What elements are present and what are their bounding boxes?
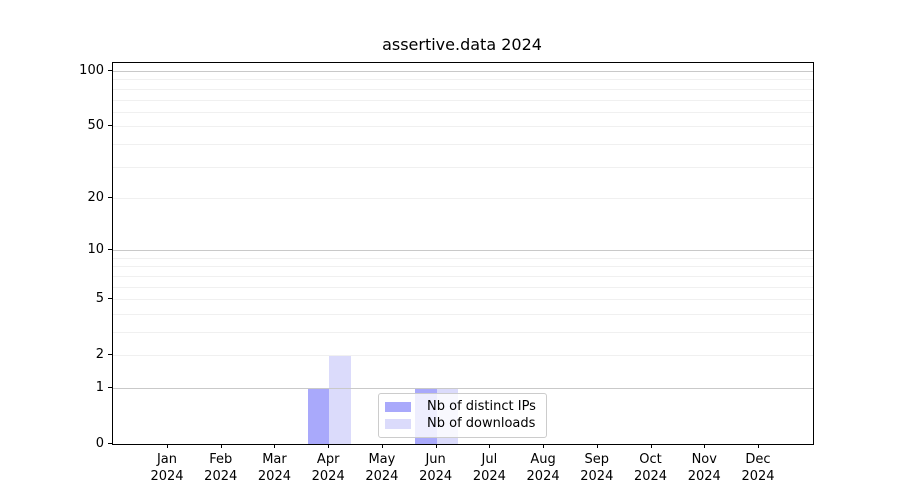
gridline-minor-8: [113, 266, 813, 268]
x-tick-label-dec: Dec 2024: [741, 452, 775, 484]
gridline-minor-70: [113, 99, 813, 101]
x-tick-jun: [435, 444, 437, 448]
bar-nb-of-downloads-apr: [329, 355, 351, 444]
gridline-minor-9: [113, 257, 813, 259]
legend-item-distinct-ips: Nb of distinct IPs: [385, 399, 538, 415]
x-tick-jan: [167, 444, 168, 448]
gridline-minor-90: [113, 79, 813, 81]
legend-swatch-distinct-ips: [385, 402, 411, 412]
gridline-minor-40: [113, 143, 813, 145]
gridline-minor-2: [113, 355, 813, 357]
gridline-major-1: [113, 387, 813, 389]
y-tick-label-1: 1: [95, 379, 104, 395]
gridline-minor-4: [113, 313, 813, 315]
gridline-minor-3: [113, 331, 813, 333]
x-tick-label-mar: Mar 2024: [257, 452, 291, 484]
gridline-major-100: [113, 71, 813, 73]
x-tick-apr: [328, 444, 330, 448]
x-tick-dec: [757, 444, 759, 448]
x-tick-mar: [274, 444, 276, 448]
x-tick-sep: [596, 444, 598, 448]
gridline-minor-50: [113, 126, 813, 128]
y-tick-label-0: 0: [95, 436, 104, 451]
x-tick-label-sep: Sep 2024: [580, 452, 614, 484]
legend-label-downloads: Nb of downloads: [427, 416, 536, 431]
legend-item-downloads: Nb of downloads: [385, 416, 538, 432]
legend-swatch-downloads: [385, 419, 411, 429]
y-tick-10: [108, 249, 112, 251]
x-tick-jul: [489, 444, 491, 448]
y-tick-5: [108, 298, 112, 300]
y-tick-50: [108, 125, 112, 127]
bar-nb-of-distinct-ips-apr: [307, 387, 330, 444]
y-tick-1: [108, 386, 112, 388]
x-tick-label-nov: Nov 2024: [687, 452, 721, 484]
y-tick-label-100: 100: [79, 63, 104, 79]
y-tick-label-20: 20: [87, 189, 104, 205]
gridline-minor-60: [113, 111, 813, 113]
y-tick-100: [108, 70, 112, 72]
gridline-minor-20: [113, 197, 813, 199]
y-tick-label-10: 10: [87, 242, 104, 258]
x-tick-aug: [543, 444, 545, 448]
y-tick-20: [108, 196, 112, 198]
x-tick-may: [381, 444, 383, 448]
y-tick-2: [108, 354, 112, 356]
x-tick-label-jul: Jul 2024: [472, 452, 506, 484]
x-tick-nov: [704, 444, 706, 448]
plot-area: [112, 62, 814, 445]
x-tick-oct: [650, 444, 652, 448]
gridline-minor-6: [113, 286, 813, 288]
gridline-major-10: [113, 250, 813, 252]
x-tick-label-oct: Oct 2024: [633, 452, 668, 484]
x-tick-label-jun: Jun 2024: [419, 452, 453, 484]
gridline-minor-30: [113, 166, 813, 168]
x-tick-label-feb: Feb 2024: [204, 452, 238, 484]
x-tick-label-jan: Jan 2024: [150, 452, 184, 484]
legend: Nb of distinct IPs Nb of downloads: [378, 393, 547, 438]
x-tick-label-aug: Aug 2024: [526, 452, 560, 484]
x-tick-label-apr: Apr 2024: [311, 452, 345, 484]
y-tick-0: [108, 443, 112, 444]
y-tick-label-50: 50: [87, 118, 104, 134]
legend-label-distinct-ips: Nb of distinct IPs: [427, 399, 536, 414]
x-tick-label-may: May 2024: [365, 452, 399, 484]
y-tick-label-5: 5: [95, 291, 104, 307]
x-tick-feb: [220, 444, 222, 448]
gridline-minor-7: [113, 275, 813, 277]
y-tick-label-2: 2: [95, 347, 104, 363]
gridline-minor-5: [113, 299, 813, 301]
chart-title: assertive.data 2024: [382, 35, 542, 54]
gridline-minor-80: [113, 88, 813, 90]
